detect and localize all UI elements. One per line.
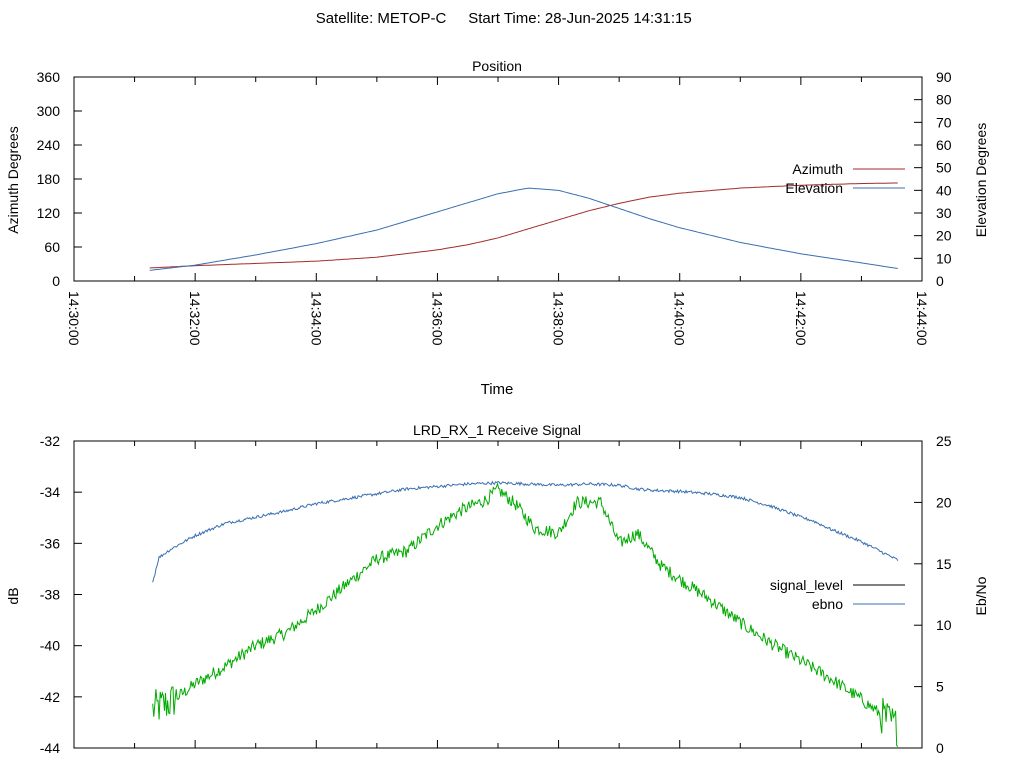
position-y-tick-label: 300: [37, 103, 61, 119]
start-time-label: Start Time: 28-Jun-2025 14:31:15: [468, 10, 691, 27]
signal-legend-label: ebno: [812, 596, 843, 612]
signal-y-tick-label: -34: [40, 484, 60, 500]
position-x-tick-label: 14:42:00: [793, 291, 809, 346]
signal-axes: -44 -42 -40 -38 -36 -34 -32 0 5 10 15 20 25: [40, 433, 952, 756]
position-plot-frame: [73, 76, 923, 282]
signal-y-tick-label: -40: [40, 638, 60, 654]
position-x-tick-label: 14:38:00: [551, 291, 567, 346]
signal-y-tick-label: -36: [40, 535, 60, 551]
position-y2-tick-label: 50: [936, 160, 952, 176]
signal-y-tick-label: -42: [40, 689, 60, 705]
signal-chart-title: LRD_RX_1 Receive Signal: [413, 422, 581, 438]
position-y-tick-label: 360: [37, 69, 61, 85]
position-legend: Azimuth Elevation: [785, 161, 905, 196]
position-legend-label: Azimuth: [792, 161, 843, 177]
signal-y2-tick-label: 5: [936, 679, 944, 695]
position-chart-title: Position: [472, 58, 522, 74]
position-y2-axis-label: Elevation Degrees: [973, 123, 989, 237]
position-x-tick-label: 14:44:00: [914, 291, 930, 346]
signal-y2-tick-label: 15: [936, 556, 952, 572]
position-y2-tick-label: 30: [936, 205, 952, 221]
signal-y2-tick-label: 25: [936, 433, 952, 449]
position-y2-tick-label: 80: [936, 92, 952, 108]
position-x-tick-label: 14:32:00: [187, 291, 203, 346]
signal-y2-tick-label: 10: [936, 617, 952, 633]
signal-series-ebno: [152, 480, 899, 583]
position-y2-tick-label: 60: [936, 137, 952, 153]
satellite-label: Satellite: METOP-C: [316, 10, 447, 27]
position-y-tick-label: 240: [37, 137, 61, 153]
position-x-tick-label: 14:34:00: [308, 291, 324, 346]
signal-legend-label: signal_level: [770, 577, 843, 593]
position-y2-tick-label: 0: [936, 273, 944, 289]
position-x-tick-label: 14:36:00: [429, 291, 445, 346]
position-y2-tick-label: 10: [936, 250, 952, 266]
signal-y2-axis-label: Eb/No: [973, 576, 989, 615]
signal-y2-tick-label: 0: [936, 740, 944, 756]
signal-series-signal-level: [152, 482, 899, 747]
position-x-tick-label: 14:40:00: [672, 291, 688, 346]
position-series-elevation: [149, 187, 898, 271]
position-legend-label: Elevation: [785, 180, 843, 196]
position-axes: 14:30:00 14:32:00 14:34:00 14:36:00 14:38:00…: [37, 69, 952, 346]
position-y-tick-label: 60: [44, 239, 60, 255]
position-x-tick-label: 14:30:00: [66, 291, 82, 346]
signal-y-axis-label: dB: [5, 587, 21, 604]
position-y-tick-label: 0: [52, 273, 60, 289]
signal-y-tick-label: -44: [40, 740, 60, 756]
position-y2-tick-label: 70: [936, 114, 952, 130]
position-series: [149, 182, 898, 271]
signal-y-tick-label: -38: [40, 587, 60, 603]
position-y2-tick-label: 40: [936, 182, 952, 198]
position-y-axis-label: Azimuth Degrees: [5, 126, 21, 233]
signal-series: [152, 480, 899, 747]
position-y-tick-label: 180: [37, 171, 61, 187]
signal-y2-tick-label: 20: [936, 494, 952, 510]
signal-y-tick-label: -32: [40, 433, 60, 449]
position-x-axis-label: Time: [481, 381, 514, 398]
position-y2-tick-label: 90: [936, 69, 952, 85]
position-series-azimuth: [149, 182, 898, 269]
position-y2-tick-label: 20: [936, 228, 952, 244]
position-y-tick-label: 120: [37, 205, 61, 221]
